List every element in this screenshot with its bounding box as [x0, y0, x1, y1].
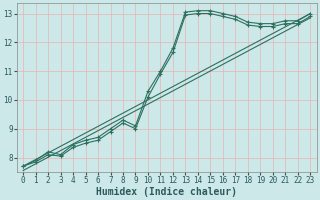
X-axis label: Humidex (Indice chaleur): Humidex (Indice chaleur) [96, 186, 237, 197]
